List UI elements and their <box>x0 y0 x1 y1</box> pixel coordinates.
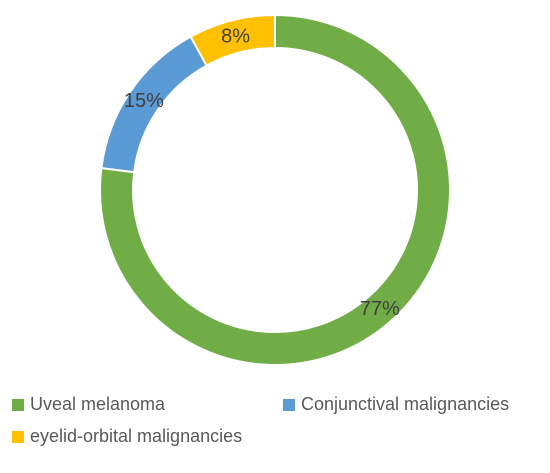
legend-item-conjunctival-malignancies: Conjunctival malignancies <box>283 394 509 415</box>
legend-swatch-uveal-melanoma <box>12 398 24 411</box>
legend-label-eyelid-orbital-malignancies: eyelid-orbital malignancies <box>30 426 243 446</box>
chart-slices <box>99 13 451 366</box>
chart-slice-labels: 77% 15% 8% <box>124 25 400 319</box>
legend-item-eyelid-orbital-malignancies: eyelid-orbital malignancies <box>12 426 242 447</box>
legend-item-uveal-melanoma: Uveal melanoma <box>12 394 165 415</box>
legend-label-conjunctival-malignancies: Conjunctival malignancies <box>301 394 510 414</box>
data-label-uveal-melanoma: 77% <box>360 298 400 320</box>
data-label-conjunctival-malignancies: 15% <box>124 90 164 112</box>
slice-uveal-melanoma <box>99 13 451 366</box>
legend-label-uveal-melanoma: Uveal melanoma <box>30 394 166 414</box>
data-label-eyelid-orbital-malignancies: 8% <box>221 25 250 47</box>
legend-swatch-eyelid-orbital-malignancies <box>12 430 24 443</box>
slice-eyelid-orbital-malignancies <box>189 13 276 67</box>
legend-swatch-conjunctival-malignancies <box>283 398 295 411</box>
